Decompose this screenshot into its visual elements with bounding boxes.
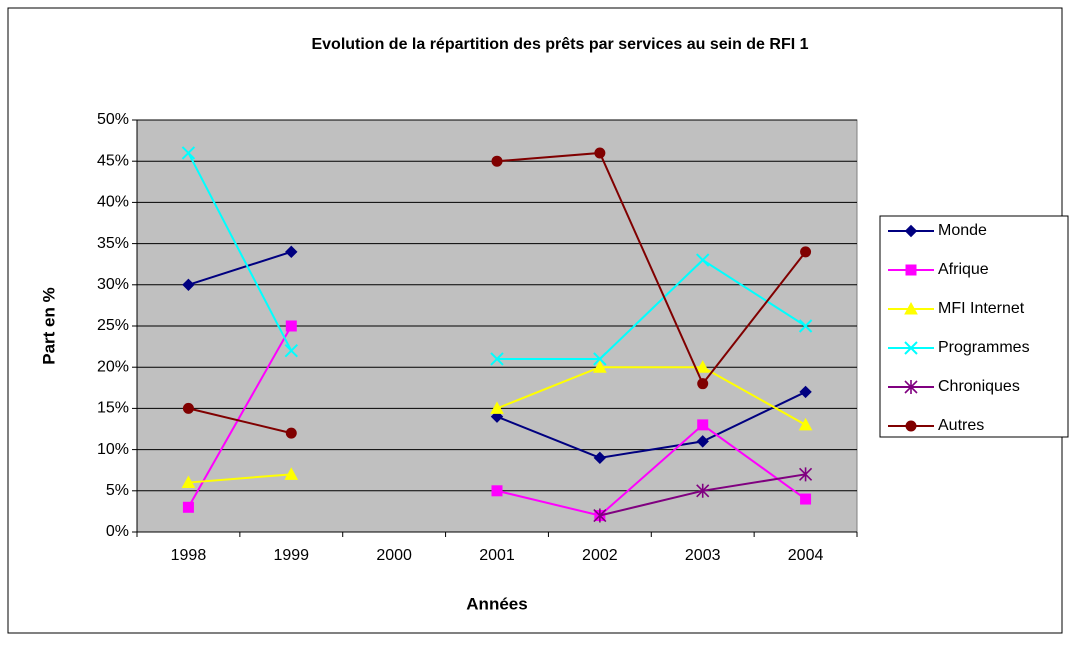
marker	[490, 352, 504, 366]
y-tick-label: 20%	[97, 358, 129, 375]
marker	[798, 417, 813, 431]
marker	[285, 245, 298, 259]
y-tick-label: 40%	[97, 194, 129, 211]
marker	[284, 344, 298, 358]
legend	[879, 215, 1069, 438]
marker	[798, 319, 813, 333]
marker	[695, 360, 710, 373]
y-tick-label: 45%	[97, 152, 129, 169]
marker	[904, 380, 918, 394]
marker	[904, 341, 918, 355]
y-tick-label: 50%	[97, 111, 129, 128]
marker	[594, 147, 606, 159]
legend-label: MFI Internet	[938, 300, 1025, 317]
marker	[799, 467, 813, 482]
legend-label: Afrique	[938, 261, 989, 278]
series-line	[188, 250, 807, 459]
marker	[904, 224, 918, 238]
marker	[491, 485, 503, 497]
y-tick-label: 10%	[97, 441, 129, 458]
series-line	[187, 152, 807, 360]
x-tick-label: 2000	[376, 547, 412, 564]
marker	[696, 435, 709, 448]
marker	[697, 419, 709, 431]
marker	[904, 301, 918, 315]
marker	[905, 264, 917, 276]
y-tick-label: 35%	[97, 235, 129, 252]
series-line	[188, 366, 807, 484]
x-tick-label: 1998	[171, 547, 207, 564]
marker	[182, 501, 194, 513]
y-tick-label: 0%	[106, 523, 129, 540]
marker	[696, 253, 710, 267]
series-line	[188, 151, 807, 435]
x-tick-label: 2003	[685, 547, 721, 564]
marker	[593, 360, 607, 373]
legend-label: Monde	[938, 222, 987, 239]
marker	[182, 402, 194, 414]
marker	[697, 378, 709, 390]
y-tick-label: 25%	[97, 317, 129, 334]
legend-label: Chroniques	[938, 378, 1020, 395]
series-line	[187, 325, 807, 517]
marker	[285, 427, 297, 439]
legend-label: Programmes	[938, 339, 1030, 356]
y-tick-label: 5%	[106, 482, 129, 499]
marker	[905, 420, 917, 432]
marker	[181, 475, 196, 489]
y-tick-label: 30%	[97, 276, 129, 293]
marker	[491, 155, 503, 167]
marker	[593, 451, 607, 465]
x-tick-label: 2004	[788, 547, 824, 564]
marker	[593, 352, 607, 366]
x-tick-label: 1999	[273, 547, 309, 564]
y-tick-label: 15%	[97, 400, 129, 417]
x-tick-label: 2002	[582, 547, 618, 564]
marker	[490, 401, 504, 414]
marker	[800, 493, 812, 505]
marker	[284, 467, 299, 480]
x-axis-label: Années	[466, 594, 527, 613]
marker	[182, 278, 195, 292]
marker	[285, 320, 297, 332]
y-axis-label: Part en %	[39, 287, 58, 364]
x-tick-label: 2001	[479, 547, 515, 564]
marker	[800, 246, 812, 258]
marker	[593, 508, 607, 523]
marker	[799, 385, 812, 399]
chart-title: Evolution de la répartition des prêts pa…	[311, 36, 808, 53]
legend-label: Autres	[938, 417, 984, 434]
marker	[696, 483, 710, 498]
marker	[181, 146, 196, 160]
